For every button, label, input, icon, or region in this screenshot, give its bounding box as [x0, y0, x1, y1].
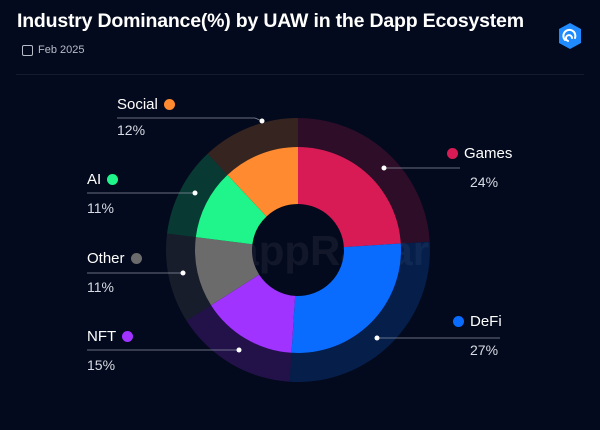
date-label: Feb 2025 [22, 44, 84, 56]
value-label: 15% [87, 357, 116, 373]
value-label: 27% [470, 342, 499, 358]
legend-nft: NFT [87, 328, 134, 345]
legend-dot [122, 331, 134, 342]
legend-ai: AI [87, 171, 119, 188]
category-label: Other [87, 250, 125, 267]
legend-games: Games [447, 145, 512, 162]
leader-dot [374, 335, 380, 341]
category-label: Social [117, 96, 158, 113]
leader-dot [180, 270, 186, 276]
value-label: 12% [117, 122, 146, 138]
outer-ring-defi [289, 241, 430, 382]
outer-ring-nft [186, 305, 292, 382]
slice-nft[interactable] [211, 274, 296, 353]
outer-ring-social [207, 118, 298, 175]
category-label: AI [87, 171, 102, 188]
leader-dot [381, 165, 387, 171]
legend-dot [447, 148, 458, 159]
outer-ring-ai [167, 153, 228, 238]
leader-line [117, 117, 263, 122]
slice-other[interactable] [195, 237, 260, 306]
slice-social[interactable] [227, 147, 298, 217]
value-label: 11% [87, 200, 114, 216]
leader-dot [259, 118, 265, 124]
outer-ring-other [166, 233, 212, 321]
date-text: Feb 2025 [38, 44, 85, 56]
page-title: Industry Dominance(%) by UAW in the Dapp… [17, 10, 524, 32]
calendar-icon [22, 44, 33, 56]
value-label: 24% [470, 174, 499, 190]
legend-social: Social [117, 96, 175, 113]
legend-dot [130, 253, 142, 264]
legend-dot [163, 99, 175, 110]
category-label: DeFi [470, 313, 502, 330]
divider [16, 74, 584, 75]
slice-games[interactable] [298, 147, 401, 248]
legend-other: Other [87, 250, 142, 267]
dappradar-logo-icon [559, 23, 581, 49]
outer-ring-games [298, 118, 430, 244]
category-label: Games [464, 145, 513, 162]
leader-dot [236, 347, 242, 353]
legend-defi: DeFi [453, 313, 502, 330]
category-label: NFT [87, 328, 117, 345]
leader-dot [192, 190, 198, 196]
slice-ai[interactable] [195, 174, 267, 245]
legend-dot [453, 316, 464, 327]
slice-defi[interactable] [291, 243, 401, 353]
value-label: 11% [87, 279, 114, 295]
legend-dot [107, 174, 119, 185]
